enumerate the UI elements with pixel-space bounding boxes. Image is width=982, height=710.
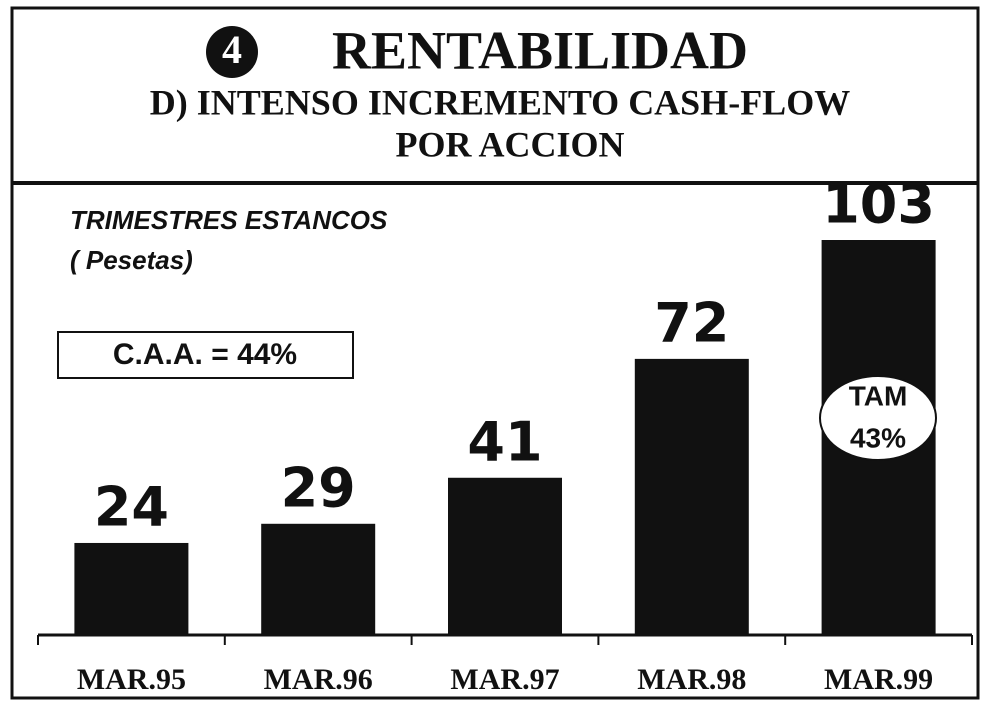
value-label: 72 [654, 292, 729, 355]
note: TRIMESTRES ESTANCOS [70, 205, 388, 235]
frame [10, 6, 980, 700]
x-tick-label: MAR.95 [77, 663, 186, 696]
subtitle: POR ACCION [395, 124, 624, 164]
x-tick-label: MAR.96 [264, 663, 373, 696]
bar [448, 477, 562, 635]
tam-ellipse [819, 375, 937, 461]
value-label: 29 [281, 456, 356, 519]
section-number: 4 [222, 27, 242, 72]
number-badge [206, 26, 258, 78]
subtitle: D) INTENSO INCREMENTO CASH-FLOW [150, 82, 850, 122]
caa-label: C.A.A. = 44% [113, 338, 297, 371]
x-tick-label: MAR.99 [824, 663, 933, 696]
x-tick-label: MAR.97 [450, 663, 559, 696]
value-label: 41 [467, 410, 542, 473]
x-tick-label: MAR.98 [637, 663, 746, 696]
chart-title: RENTABILIDAD [332, 20, 748, 80]
note: ( Pesetas) [70, 245, 193, 275]
caa-box [57, 331, 354, 379]
bar [634, 358, 749, 635]
value-label: 24 [94, 476, 169, 539]
tam-value: 43% [850, 422, 906, 453]
tam-label: TAM [849, 380, 908, 411]
bar [74, 542, 189, 635]
bar [261, 523, 376, 635]
value-label: 103 [822, 173, 935, 236]
